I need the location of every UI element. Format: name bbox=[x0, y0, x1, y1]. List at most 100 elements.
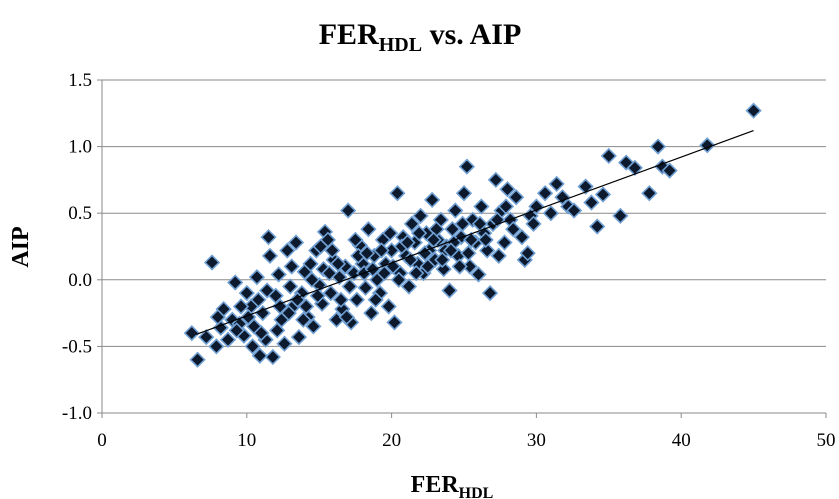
data-point bbox=[321, 265, 338, 282]
data-point bbox=[264, 348, 281, 366]
data-point bbox=[367, 291, 384, 308]
data-point bbox=[227, 274, 244, 291]
data-point bbox=[458, 158, 476, 175]
data-point bbox=[270, 266, 287, 283]
data-point bbox=[357, 279, 374, 296]
data-point bbox=[312, 238, 329, 255]
data-point bbox=[338, 308, 355, 326]
data-points bbox=[183, 102, 762, 368]
data-point bbox=[373, 242, 390, 259]
data-point bbox=[305, 318, 322, 335]
data-point bbox=[386, 314, 403, 331]
data-point bbox=[451, 258, 468, 275]
data-point bbox=[470, 266, 487, 283]
data-point bbox=[329, 255, 347, 272]
data-point bbox=[232, 298, 250, 315]
data-point bbox=[341, 278, 358, 295]
data-point bbox=[473, 198, 490, 215]
data-point bbox=[254, 304, 271, 322]
data-point bbox=[497, 198, 515, 215]
data-point bbox=[261, 247, 279, 264]
data-point bbox=[269, 322, 286, 339]
data-point bbox=[390, 271, 407, 288]
data-point bbox=[626, 159, 643, 177]
data-point bbox=[542, 205, 560, 222]
y-tick-labels: -1.0 -0.5 0.0 0.5 1.0 1.5 bbox=[62, 70, 92, 424]
data-point bbox=[525, 215, 542, 232]
data-point bbox=[496, 234, 513, 251]
data-point bbox=[400, 278, 418, 295]
data-point bbox=[309, 287, 326, 304]
y-tick-label: 0.0 bbox=[68, 270, 92, 291]
x-tick-labels: 0 10 20 30 40 50 bbox=[97, 430, 835, 451]
data-point bbox=[209, 308, 226, 326]
data-point bbox=[203, 254, 221, 271]
data-point bbox=[251, 347, 268, 364]
y-tick-label: 1.0 bbox=[68, 137, 92, 158]
data-point bbox=[507, 189, 525, 206]
data-point bbox=[287, 234, 305, 251]
x-tick-label: 20 bbox=[382, 430, 401, 451]
data-point bbox=[463, 231, 480, 248]
data-point bbox=[499, 181, 516, 198]
data-point bbox=[589, 218, 606, 235]
data-point bbox=[322, 284, 339, 302]
data-point bbox=[279, 242, 296, 259]
y-tick-label: -0.5 bbox=[62, 336, 92, 357]
data-point bbox=[487, 171, 504, 189]
data-point bbox=[360, 221, 377, 238]
data-point bbox=[479, 242, 496, 259]
data-point bbox=[348, 291, 365, 308]
data-point bbox=[208, 338, 225, 355]
x-tick-label: 30 bbox=[527, 430, 546, 451]
data-point bbox=[298, 298, 315, 315]
x-axis-label-sub: HDL bbox=[459, 485, 494, 499]
data-point bbox=[282, 278, 299, 295]
data-point bbox=[600, 147, 617, 165]
data-point bbox=[250, 291, 267, 308]
data-point bbox=[302, 255, 319, 272]
data-point bbox=[198, 328, 215, 346]
data-point bbox=[183, 324, 200, 342]
data-point bbox=[389, 185, 406, 202]
y-tick-label: 1.5 bbox=[68, 70, 92, 91]
data-point bbox=[290, 328, 308, 346]
data-point bbox=[364, 261, 381, 278]
data-point bbox=[303, 271, 321, 288]
data-point bbox=[641, 185, 658, 202]
data-point bbox=[460, 245, 477, 262]
x-tick-label: 10 bbox=[237, 430, 256, 451]
data-point bbox=[583, 194, 600, 211]
data-point bbox=[324, 242, 341, 259]
data-point bbox=[536, 185, 554, 202]
data-point bbox=[347, 231, 364, 248]
data-point bbox=[441, 282, 458, 299]
data-point bbox=[594, 186, 612, 203]
data-point bbox=[424, 191, 441, 209]
data-point bbox=[295, 311, 312, 328]
data-point bbox=[253, 324, 270, 342]
data-point bbox=[454, 215, 471, 232]
data-point bbox=[332, 291, 350, 308]
data-point bbox=[577, 178, 594, 195]
data-point bbox=[258, 282, 276, 299]
data-point bbox=[260, 229, 277, 246]
data-point bbox=[238, 284, 255, 302]
data-point bbox=[408, 265, 425, 282]
data-point bbox=[410, 225, 428, 242]
x-tick-label: 40 bbox=[672, 430, 691, 451]
data-point bbox=[425, 231, 442, 248]
data-point bbox=[412, 207, 429, 224]
data-point bbox=[340, 202, 357, 219]
data-point bbox=[548, 175, 565, 193]
data-point bbox=[380, 298, 397, 315]
trendline-group bbox=[195, 130, 754, 335]
data-point bbox=[276, 335, 293, 352]
data-point bbox=[490, 247, 507, 264]
data-point bbox=[661, 162, 678, 179]
data-point bbox=[612, 207, 629, 224]
data-point bbox=[228, 322, 245, 339]
gridlines bbox=[102, 79, 826, 414]
data-point bbox=[382, 225, 399, 242]
data-point bbox=[248, 269, 266, 286]
